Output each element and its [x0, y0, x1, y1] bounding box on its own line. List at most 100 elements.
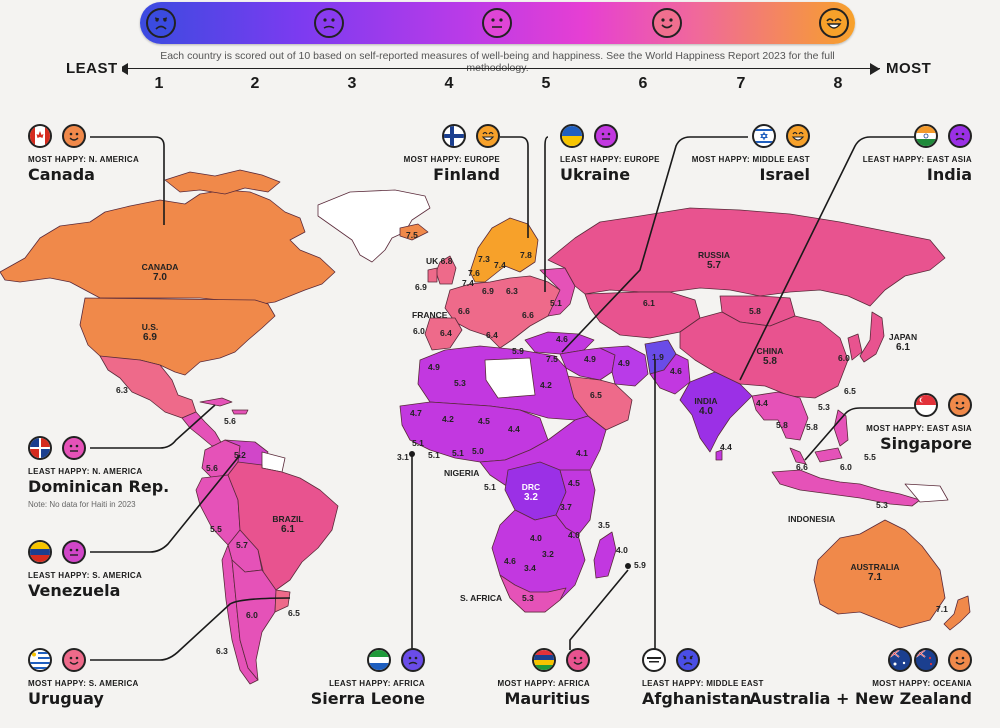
scale-tick: 2 — [250, 75, 260, 92]
very-sad-face-icon — [676, 648, 700, 672]
label-us-value: 6.9 — [143, 332, 157, 343]
sad-face-icon — [401, 648, 425, 672]
leader-india — [739, 136, 915, 381]
label-us-name: U.S. — [141, 322, 159, 332]
label-peru: 5.7 — [236, 540, 248, 550]
label-guinea: 5.1 — [428, 450, 440, 460]
label-drc: DRC 3.2 — [520, 482, 542, 503]
label-indonesia: INDONESIA — [788, 514, 836, 524]
label-israel: 7.5 — [546, 354, 558, 364]
grin-face-icon — [819, 8, 849, 38]
label-greece: 5.9 — [512, 346, 524, 356]
label-us: U.S. 6.9 — [128, 322, 172, 343]
label-kenya: 4.5 — [568, 478, 580, 488]
label-chad: 4.5 — [478, 416, 490, 426]
label-brazil: BRAZIL 6.1 — [270, 514, 306, 535]
leader-ukraine — [544, 136, 549, 292]
label-safrica: S. AFRICA — [460, 593, 503, 603]
uruguay-flag-icon — [28, 648, 52, 672]
israel-name: Israel — [759, 165, 811, 184]
label-uk-name: UK — [426, 256, 439, 266]
label-italy: 6.4 — [486, 330, 498, 340]
singapore-caption: MOST HAPPY: EAST ASIA — [866, 424, 972, 433]
label-botswana: 3.4 — [524, 563, 536, 573]
label-poland: 6.3 — [506, 286, 518, 296]
venezuela-name: Venezuela — [28, 581, 121, 600]
label-egypt: 4.2 — [540, 380, 552, 390]
leader-dominican — [90, 404, 216, 449]
leader-finland — [500, 136, 529, 238]
label-myanmar: 4.4 — [756, 398, 768, 408]
brazil-shape — [227, 461, 339, 591]
label-france-value: 6.6 — [458, 306, 470, 316]
uruguay-caption: MOST HAPPY: S. AMERICA — [28, 679, 139, 688]
label-congo: 5.1 — [484, 482, 496, 492]
pakistan-shape — [649, 353, 691, 395]
singapore-name: Singapore — [880, 434, 972, 453]
label-colombia: 5.6 — [206, 463, 218, 473]
canada-island-shape — [164, 169, 281, 195]
label-namibia: 4.6 — [504, 556, 516, 566]
label-algeria: 5.3 — [454, 378, 466, 388]
label-france: FRANCE — [412, 310, 448, 320]
label-vietnam: 5.8 — [806, 422, 818, 432]
iran-shape — [599, 345, 649, 387]
russia-shape — [547, 207, 946, 307]
label-nz: 7.1 — [936, 604, 948, 614]
label-zambia: 4.0 — [568, 530, 580, 540]
scale-tick: 3 — [347, 75, 357, 92]
label-brazil-name: BRAZIL — [272, 514, 304, 524]
label-drc-value: 3.2 — [524, 492, 538, 503]
happiness-scale-bar — [140, 2, 855, 44]
ukraine-caption: LEAST HAPPY: EUROPE — [560, 155, 660, 164]
label-srilanka: 4.4 — [720, 442, 732, 452]
label-nigeria-value: 5.0 — [472, 446, 484, 456]
india-name: India — [926, 165, 972, 184]
canada-shape — [0, 189, 336, 306]
finland-name: Finland — [433, 165, 500, 184]
label-saudi: 6.5 — [590, 390, 602, 400]
label-japan-name: JAPAN — [888, 332, 918, 342]
ukraine-flag-icon — [560, 124, 584, 148]
label-india-value: 4.0 — [699, 406, 713, 417]
label-spain: 6.4 — [440, 328, 452, 338]
label-australia-name: AUSTRALIA — [850, 562, 900, 572]
srilanka-shape — [715, 449, 723, 461]
label-sweden: 7.4 — [494, 260, 506, 270]
label-china: CHINA 5.8 — [752, 346, 788, 367]
canada-flag-icon — [28, 124, 52, 148]
label-ireland: 6.9 — [415, 282, 427, 292]
label-mexico: 6.3 — [116, 385, 128, 395]
label-argentina: 6.0 — [246, 610, 258, 620]
mauritius-name: Mauritius — [504, 689, 590, 708]
label-zimbabwe: 3.2 — [542, 549, 554, 559]
sad-face-icon — [314, 8, 344, 38]
label-ukraine: 5.1 — [550, 298, 562, 308]
label-uk-value: 6.8 — [440, 256, 453, 266]
label-australia: AUSTRALIA 7.1 — [848, 562, 902, 583]
label-finland: 7.8 — [520, 250, 532, 260]
label-philippines: 5.5 — [864, 452, 876, 462]
canada-name: Canada — [28, 165, 95, 184]
label-senegal: 5.1 — [412, 438, 424, 448]
label-thailand: 5.8 — [776, 420, 788, 430]
label-mali: 4.7 — [410, 408, 422, 418]
scale-tick: 7 — [736, 75, 746, 92]
scandinavia-shape — [469, 217, 539, 283]
ukraine-name: Ukraine — [560, 165, 631, 184]
smile-face-icon — [652, 8, 682, 38]
label-uganda: 3.7 — [560, 502, 572, 512]
argentina-shape — [231, 559, 277, 681]
label-korea: 6.0 — [838, 353, 850, 363]
south-africa-shape — [499, 574, 567, 613]
uruguay-shape — [274, 589, 291, 613]
label-morocco: 4.9 — [428, 362, 440, 372]
venezuela-flag-icon — [28, 540, 52, 564]
scale-tick: 4 — [444, 75, 454, 92]
label-canada-value: 7.0 — [153, 272, 167, 283]
philippines-shape — [833, 409, 849, 447]
dominican-caption: LEAST HAPPY: N. AMERICA — [28, 467, 143, 476]
sad-face-icon — [948, 124, 972, 148]
label-afghanistan: 1.9 — [652, 352, 664, 362]
